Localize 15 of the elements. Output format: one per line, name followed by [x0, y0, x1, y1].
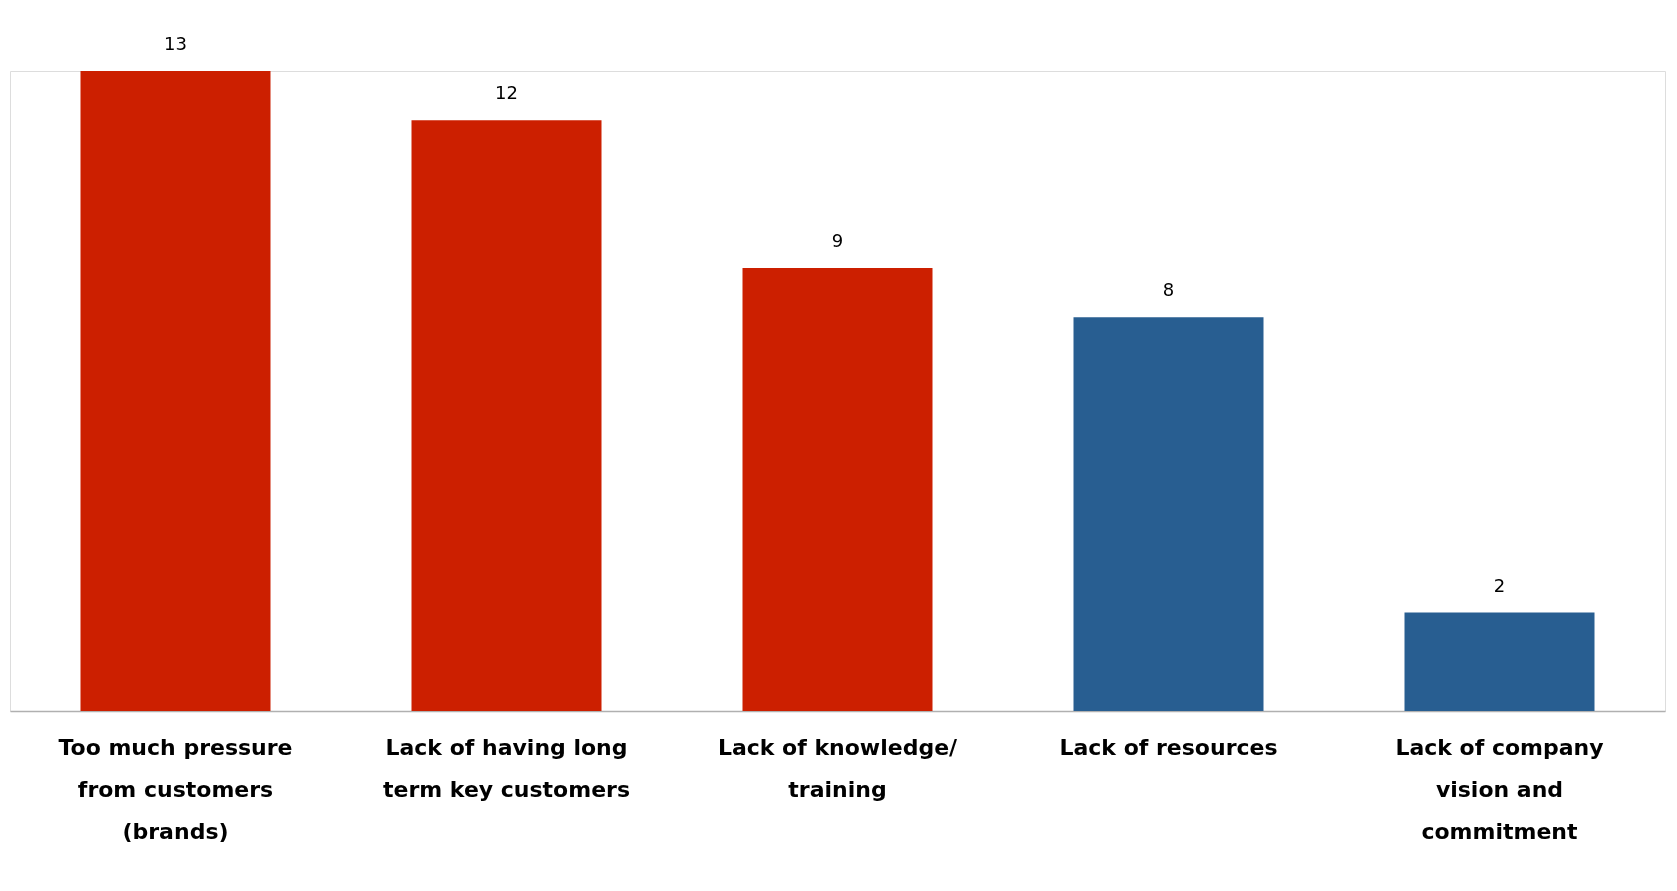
data-label: 9	[831, 229, 844, 251]
x-tick-label: Too much pressure from customers (brands)	[58, 734, 293, 844]
data-label: 2	[1493, 574, 1506, 596]
x-tick-label: Lack of resources	[1059, 734, 1278, 760]
data-label: 13	[164, 33, 187, 54]
x-tick-label: Lack of having long term key customers	[382, 734, 631, 802]
x-tick-label: Lack of knowledge/ training	[717, 734, 959, 802]
bar	[80, 71, 271, 711]
bar	[1073, 317, 1264, 711]
bar	[742, 267, 933, 711]
x-tick-label: Lack of company vision and commitment	[1395, 734, 1604, 844]
data-label: 8	[1162, 279, 1175, 301]
bar	[411, 120, 602, 711]
bar	[1404, 612, 1595, 711]
data-label: 12	[495, 82, 518, 104]
